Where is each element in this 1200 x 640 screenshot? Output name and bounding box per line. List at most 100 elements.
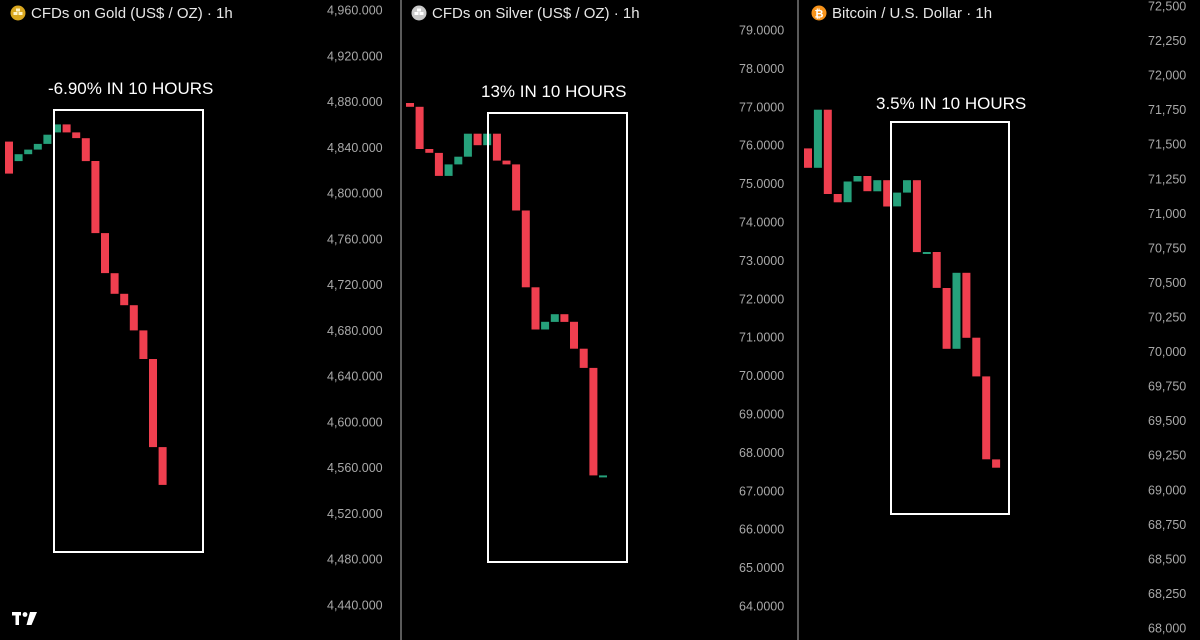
silver-candle xyxy=(570,321,578,349)
bitcoin-title: ₿ Bitcoin / U.S. Dollar · 1h xyxy=(811,5,992,22)
svg-text:₿: ₿ xyxy=(815,8,824,21)
silver-candle xyxy=(550,314,559,322)
bitcoin-tick-label: 70,000 xyxy=(1148,345,1186,359)
bitcoin-title-text: Bitcoin / U.S. Dollar · 1h xyxy=(832,5,992,22)
bitcoin-price-axis: 72,500 72,250 72,000 71,750 71,500 71,250 71,0… xyxy=(1148,0,1186,636)
silver-candle xyxy=(512,164,521,211)
bitcoin-candle xyxy=(863,176,872,192)
bitcoin-candle xyxy=(833,194,842,203)
gold-tick-label: 4,840.000 xyxy=(327,141,383,155)
gold-tick-label: 4,960.000 xyxy=(327,4,383,18)
silver-tick-label: 78.0000 xyxy=(739,62,784,76)
bitcoin-tick-label: 68,250 xyxy=(1148,587,1186,601)
gold-candle xyxy=(120,293,129,306)
tradingview-logo-icon xyxy=(12,612,37,625)
silver-candle xyxy=(463,133,472,157)
silver-tick-label: 72.0000 xyxy=(739,292,784,306)
silver-tick-label: 66.0000 xyxy=(739,523,784,537)
gold-candle xyxy=(5,141,13,174)
bitcoin-candle xyxy=(982,376,991,460)
gold-tick-label: 4,920.000 xyxy=(327,49,383,63)
silver-tick-label: 74.0000 xyxy=(739,216,784,230)
bitcoin-tick-label: 68,000 xyxy=(1148,622,1186,636)
gold-annotation: -6.90% IN 10 HOURS xyxy=(48,79,213,98)
bitcoin-chart-panel[interactable]: ₿ Bitcoin / U.S. Dollar · 1h 72,500 72,25… xyxy=(804,0,1186,636)
silver-candle xyxy=(579,348,588,368)
bitcoin-candle xyxy=(922,252,931,254)
bitcoin-candle xyxy=(962,272,971,338)
silver-tick-label: 69.0000 xyxy=(739,408,784,422)
silver-title: CFDs on Silver (US$ / OZ) · 1h xyxy=(411,5,640,22)
bitcoin-candle xyxy=(952,272,961,349)
bitcoin-candle xyxy=(992,459,1001,468)
silver-tick-label: 79.0000 xyxy=(739,24,784,38)
bitcoin-candle xyxy=(942,288,951,349)
silver-candle xyxy=(473,133,482,146)
silver-tick-label: 75.0000 xyxy=(739,177,784,191)
bitcoin-tick-label: 69,750 xyxy=(1148,380,1186,394)
gold-tick-label: 4,680.000 xyxy=(327,324,383,338)
gold-tick-label: 4,760.000 xyxy=(327,232,383,246)
gold-title: CFDs on Gold (US$ / OZ) · 1h xyxy=(10,5,233,22)
gold-tick-label: 4,480.000 xyxy=(327,553,383,567)
gold-candle xyxy=(14,154,23,162)
gold-tick-label: 4,600.000 xyxy=(327,415,383,429)
bitcoin-candle xyxy=(912,180,921,253)
bitcoin-tick-label: 68,750 xyxy=(1148,518,1186,532)
silver-candle xyxy=(415,106,424,149)
gold-tick-label: 4,800.000 xyxy=(327,187,383,201)
silver-candle xyxy=(444,164,453,176)
bitcoin-tick-label: 69,000 xyxy=(1148,483,1186,497)
bitcoin-tick-label: 72,000 xyxy=(1148,69,1186,83)
silver-tick-label: 68.0000 xyxy=(739,446,784,460)
gold-candle xyxy=(43,134,52,144)
silver-candle xyxy=(521,210,530,288)
gold-candle xyxy=(158,447,167,485)
gold-title-text: CFDs on Gold (US$ / OZ) · 1h xyxy=(31,5,233,22)
bitcoin-annotation: 3.5% IN 10 HOURS xyxy=(876,94,1026,113)
silver-candle xyxy=(502,160,511,165)
bitcoin-tick-label: 72,250 xyxy=(1148,34,1186,48)
silver-bars-icon xyxy=(411,5,427,21)
silver-candle xyxy=(599,475,607,478)
silver-tick-label: 71.0000 xyxy=(739,331,784,345)
gold-candle xyxy=(24,149,33,155)
silver-candle xyxy=(492,133,501,161)
bitcoin-candle xyxy=(932,252,941,288)
silver-title-text: CFDs on Silver (US$ / OZ) · 1h xyxy=(432,5,640,22)
gold-candle xyxy=(91,161,100,234)
silver-tick-label: 70.0000 xyxy=(739,369,784,383)
gold-price-axis: 4,960.000 4,920.000 4,880.000 4,840.000 4,80… xyxy=(327,4,383,613)
silver-candle xyxy=(560,314,569,322)
silver-highlight-box xyxy=(487,112,628,563)
gold-candle xyxy=(101,233,109,274)
silver-candle xyxy=(541,321,550,330)
gold-tick-label: 4,440.000 xyxy=(327,599,383,613)
silver-tick-label: 67.0000 xyxy=(739,484,784,498)
silver-candle xyxy=(454,156,463,165)
gold-candle xyxy=(110,273,119,294)
bitcoin-tick-label: 68,500 xyxy=(1148,552,1186,566)
silver-tick-label: 73.0000 xyxy=(739,254,784,268)
gold-tick-label: 4,560.000 xyxy=(327,461,383,475)
gold-candle xyxy=(62,124,71,133)
silver-candles xyxy=(406,103,607,478)
bitcoin-tick-label: 70,750 xyxy=(1148,241,1186,255)
gold-chart-panel[interactable]: CFDs on Gold (US$ / OZ) · 1h 4,960.0004,… xyxy=(5,4,383,613)
silver-tick-label: 76.0000 xyxy=(739,139,784,153)
bitcoin-candle xyxy=(843,181,852,203)
bitcoin-candle xyxy=(813,109,822,168)
silver-tick-label: 64.0000 xyxy=(739,600,784,614)
silver-candle xyxy=(531,287,540,330)
gold-highlight-box xyxy=(53,109,204,553)
gold-candle xyxy=(72,132,81,139)
silver-chart-panel[interactable]: CFDs on Silver (US$ / OZ) · 1h 79.0000 78… xyxy=(406,5,784,614)
bitcoin-icon: ₿ xyxy=(811,5,827,21)
bitcoin-candle xyxy=(853,176,862,182)
bitcoin-candle xyxy=(823,109,832,194)
gold-candles xyxy=(5,124,167,485)
gold-tick-label: 4,880.000 xyxy=(327,95,383,109)
silver-candle xyxy=(425,149,434,153)
